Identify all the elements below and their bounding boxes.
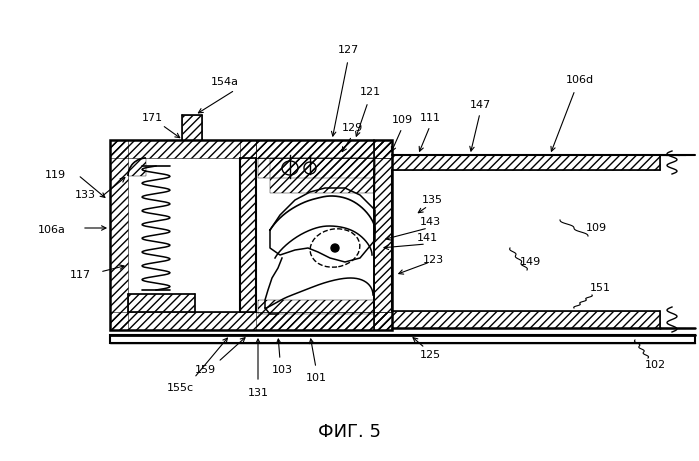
Text: 149: 149 — [519, 257, 540, 267]
Text: 101: 101 — [305, 373, 326, 383]
Text: ФИГ. 5: ФИГ. 5 — [317, 423, 380, 441]
Text: 127: 127 — [338, 45, 359, 55]
Text: 102: 102 — [644, 360, 665, 370]
Text: 159: 159 — [194, 365, 215, 375]
Bar — [392, 155, 660, 170]
Bar — [110, 140, 392, 158]
Bar — [392, 311, 660, 328]
Bar — [110, 312, 392, 330]
Text: 131: 131 — [247, 388, 268, 398]
Bar — [374, 140, 392, 330]
Circle shape — [331, 244, 339, 252]
Text: 143: 143 — [419, 217, 440, 227]
Text: 111: 111 — [419, 113, 440, 123]
Text: 109: 109 — [586, 223, 607, 233]
Text: 129: 129 — [341, 123, 363, 133]
Text: 117: 117 — [69, 270, 91, 280]
Bar — [258, 300, 374, 314]
Bar — [110, 140, 128, 330]
Bar — [240, 140, 256, 312]
Text: 133: 133 — [75, 190, 96, 200]
Bar — [256, 140, 392, 158]
Text: 135: 135 — [421, 195, 442, 205]
Text: 103: 103 — [271, 365, 292, 375]
Bar — [110, 140, 392, 330]
Text: 123: 123 — [422, 255, 444, 265]
Text: 147: 147 — [469, 100, 491, 110]
Bar — [128, 294, 195, 312]
Bar — [182, 115, 202, 140]
Text: 106d: 106d — [566, 75, 594, 85]
Text: 106a: 106a — [38, 225, 66, 235]
Text: 121: 121 — [359, 87, 380, 97]
Bar — [110, 335, 695, 343]
Text: 125: 125 — [419, 350, 440, 360]
Bar — [256, 312, 392, 330]
Text: 109: 109 — [391, 115, 412, 125]
Text: 151: 151 — [589, 283, 610, 293]
Text: 171: 171 — [141, 113, 163, 123]
Text: 141: 141 — [417, 233, 438, 243]
Text: 119: 119 — [45, 170, 66, 180]
Text: 154a: 154a — [211, 77, 239, 87]
Text: 155c: 155c — [166, 383, 194, 393]
